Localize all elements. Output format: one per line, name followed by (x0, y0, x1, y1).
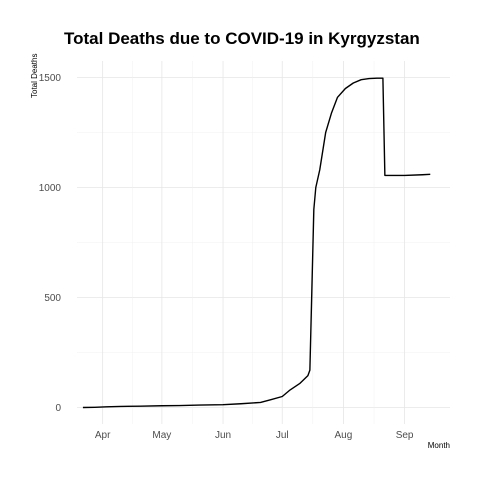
x-tick-label: Aug (335, 430, 353, 441)
y-tick-label: 1500 (39, 73, 62, 84)
y-axis-title: Total Deaths (30, 54, 39, 98)
x-tick-label: Jul (276, 430, 289, 441)
x-tick-label: May (152, 430, 171, 441)
x-tick-label: Jun (215, 430, 231, 441)
x-tick-label: Apr (95, 430, 111, 441)
y-tick-label: 0 (55, 403, 61, 414)
series-line (82, 77, 431, 409)
x-tick-labels: Apr May Jun Jul Aug Sep (95, 430, 414, 441)
y-tick-label: 1000 (39, 183, 62, 194)
x-tick-label: Sep (396, 430, 414, 441)
x-axis-title: Month (428, 441, 450, 450)
grid (77, 61, 450, 424)
y-tick-labels: 0 500 1000 1500 (39, 73, 62, 414)
y-tick-label: 500 (44, 293, 61, 304)
chart-title: Total Deaths due to COVID-19 in Kyrgyzst… (64, 29, 420, 48)
